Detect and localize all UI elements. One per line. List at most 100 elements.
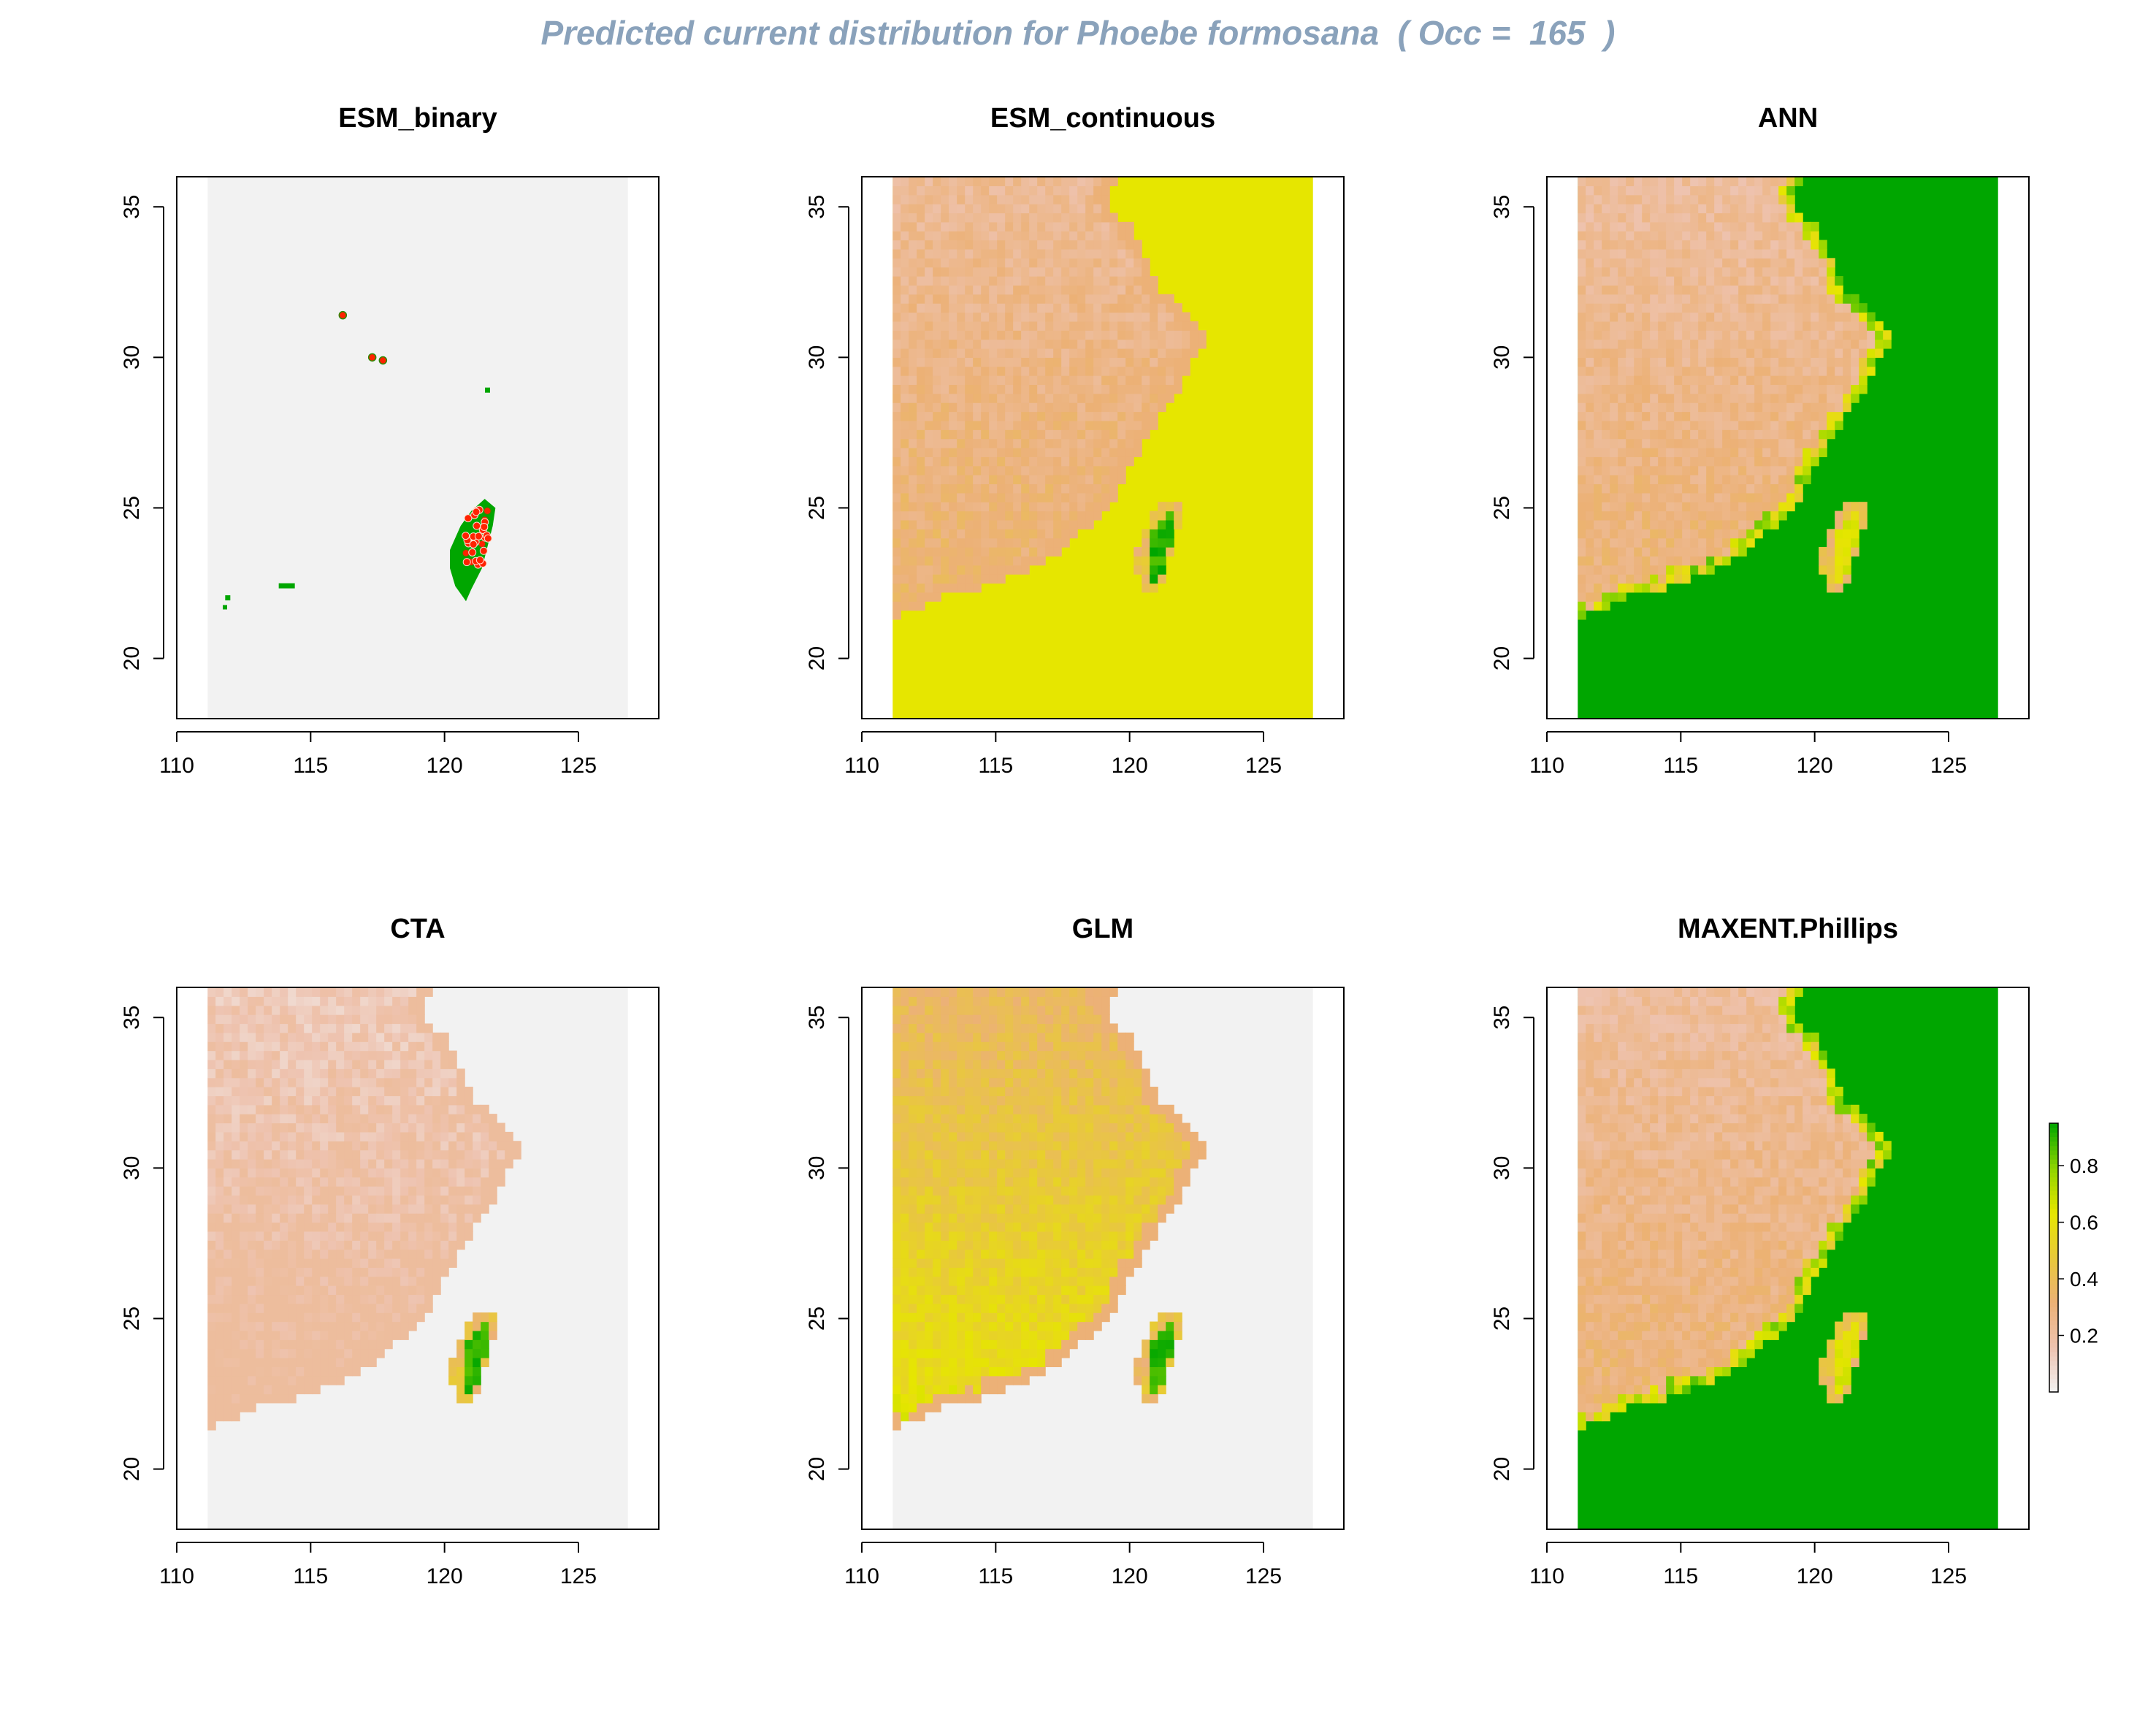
raster-cell [1762, 348, 1771, 358]
raster-cell [1698, 384, 1707, 394]
raster-cell [392, 1258, 401, 1268]
raster-cell [1722, 547, 1731, 556]
raster-cell [925, 1050, 933, 1060]
raster-cell [1746, 492, 1755, 502]
raster-cell [1674, 194, 1683, 204]
raster-cell [1029, 465, 1038, 475]
raster-cell [344, 1041, 353, 1052]
raster-cell [1835, 565, 1843, 575]
raster-cell [1762, 475, 1771, 485]
raster-cell [1658, 448, 1667, 457]
raster-cell [1618, 456, 1626, 467]
raster-cell [981, 483, 990, 494]
raster-cell [288, 1141, 297, 1151]
raster-cell [1698, 438, 1707, 448]
raster-cell [1578, 312, 1586, 322]
raster-cell [392, 1131, 401, 1141]
raster-cell [288, 1204, 297, 1214]
raster-cell [997, 248, 1006, 259]
raster-cell [1714, 348, 1723, 358]
raster-cell [892, 1240, 901, 1250]
raster-cell [1730, 240, 1739, 250]
raster-cell [207, 1059, 216, 1069]
raster-cell [1770, 312, 1779, 322]
raster-cell [248, 1177, 256, 1187]
raster-cell [264, 1231, 272, 1241]
raster-cell [1690, 221, 1699, 232]
raster-cell [965, 285, 974, 295]
raster-cell [1778, 303, 1787, 313]
raster-cell [1045, 177, 1054, 186]
raster-cell [925, 1330, 933, 1340]
raster-cell [892, 393, 901, 403]
raster-cell [965, 393, 974, 403]
raster-cell [320, 1339, 329, 1350]
raster-cell [416, 1195, 425, 1205]
raster-cell [360, 1222, 369, 1232]
raster-cell [392, 1267, 401, 1277]
raster-cell [909, 1330, 917, 1340]
raster-cell [901, 267, 909, 277]
raster-cell [264, 1104, 272, 1114]
raster-cell [1786, 465, 1795, 475]
raster-cell [1843, 384, 1851, 394]
raster-cell [1650, 185, 1659, 196]
raster-cell [973, 240, 982, 250]
raster-cell [456, 1104, 465, 1114]
raster-cell [215, 1186, 224, 1196]
raster-cell [917, 221, 925, 232]
raster-cell [1061, 168, 1070, 177]
raster-cell [957, 456, 966, 467]
raster-cell [215, 1023, 224, 1033]
raster-cell [280, 1186, 288, 1196]
raster-cell [1077, 519, 1086, 529]
raster-cell [256, 1050, 264, 1060]
raster-cell [1634, 303, 1643, 313]
raster-cell [344, 1059, 353, 1069]
raster-cell [965, 1222, 974, 1232]
raster-cell [248, 1195, 256, 1205]
raster-cell [1077, 339, 1086, 349]
raster-cell [925, 1168, 933, 1178]
raster-cell [1586, 185, 1594, 196]
raster-cell [1109, 330, 1118, 340]
raster-cell [1077, 402, 1086, 413]
raster-cell [440, 1240, 449, 1250]
raster-cell [456, 1177, 465, 1187]
raster-cell [408, 1249, 417, 1259]
raster-cell [1085, 411, 1094, 421]
raster-cell [973, 1258, 982, 1268]
raster-cell [1819, 384, 1827, 394]
raster-cell [215, 1114, 224, 1124]
raster-cell [328, 1294, 337, 1304]
raster-cell [933, 1177, 941, 1187]
raster-cell [1578, 529, 1586, 539]
raster-cell [981, 330, 990, 340]
raster-cell [1650, 231, 1659, 241]
raster-cell [1738, 276, 1747, 286]
raster-cell [312, 1240, 321, 1250]
raster-cell [1706, 384, 1715, 394]
raster-cell [320, 1267, 329, 1277]
raster-cell [1101, 375, 1110, 386]
raster-cell [1682, 448, 1691, 457]
raster-cell [312, 987, 321, 988]
raster-cell [408, 1023, 417, 1033]
raster-cell [336, 1087, 345, 1096]
raster-cell [1770, 456, 1779, 467]
raster-cell [941, 177, 949, 186]
raster-cell [957, 556, 966, 566]
raster-cell [1037, 483, 1046, 494]
raster-cell [892, 248, 901, 259]
raster-cell [368, 1204, 377, 1214]
raster-cell [973, 366, 982, 376]
raster-cell [352, 1114, 361, 1124]
raster-cell [1722, 294, 1731, 304]
raster-cell [424, 1204, 433, 1214]
raster-cell [901, 519, 909, 529]
raster-cell [1811, 339, 1819, 349]
raster-cell [248, 1158, 256, 1169]
raster-cell [909, 556, 917, 566]
na-margin-right [1312, 177, 1344, 719]
raster-cell [917, 1330, 925, 1340]
